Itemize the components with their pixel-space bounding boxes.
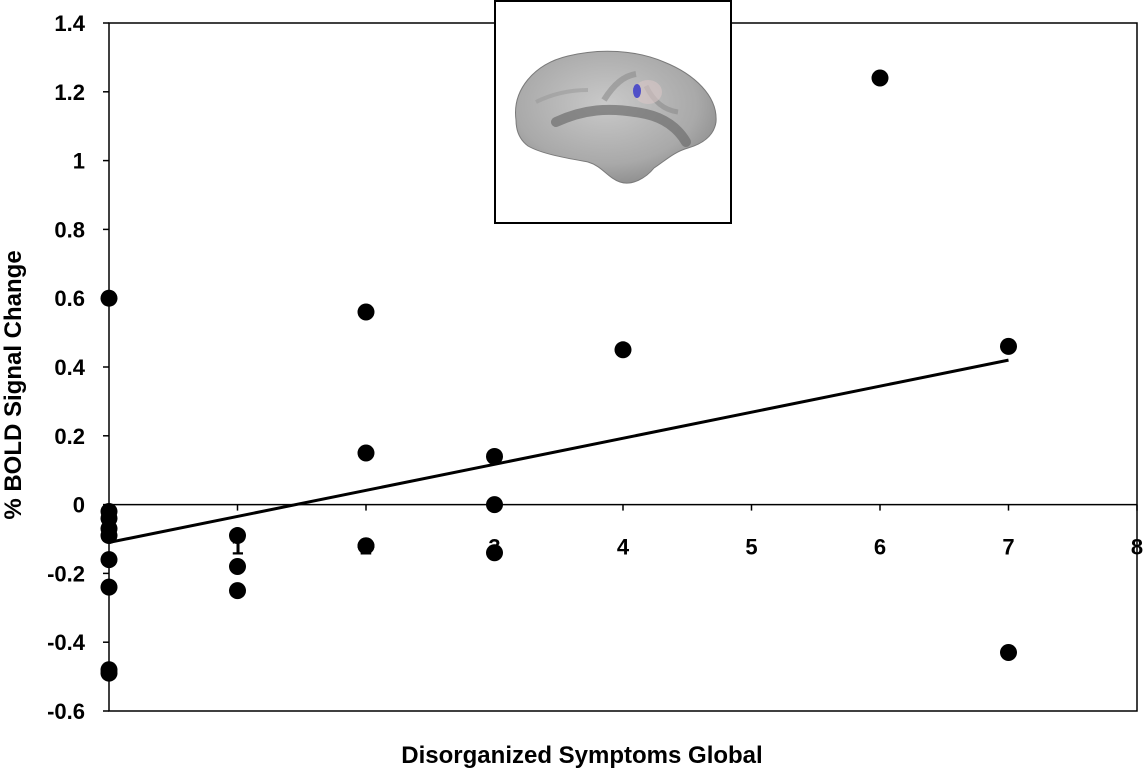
data-point [871,69,889,87]
data-point [357,303,375,321]
tick-labels: -0.6-0.4-0.200.20.40.60.811.21.412345678 [47,11,1143,724]
activation-highlight [633,84,641,98]
data-point [100,664,118,682]
x-tick-label: 6 [874,535,886,560]
axes [103,22,1138,712]
y-tick-label: 1.4 [54,11,85,36]
data-point [100,578,118,596]
data-point [100,527,118,545]
trend-line [108,358,1009,544]
y-tick-label: 0.2 [54,424,85,449]
y-axis-title: % BOLD Signal Change [0,250,27,519]
y-tick-label: 0.4 [54,355,85,380]
y-tick-label: -0.6 [47,699,85,724]
x-tick-label: 7 [1002,535,1014,560]
y-tick-label: 0.6 [54,286,85,311]
data-point [229,582,246,600]
data-point [100,289,118,307]
data-point [357,444,375,462]
y-tick-label: -0.2 [47,561,85,586]
data-point [229,527,246,545]
data-point [486,544,503,562]
y-tick-label: 1.2 [54,80,85,105]
data-points [100,69,1017,682]
x-tick-label: 4 [617,535,630,560]
data-point [486,447,503,465]
brain-inset [494,0,732,224]
y-tick-label: 1 [73,149,85,174]
data-point [100,551,118,569]
data-point [614,341,632,359]
data-point [1000,337,1017,355]
brain-render-image [515,50,717,184]
y-tick-label: 0 [73,493,85,518]
x-axis-title: Disorganized Symptoms Global [401,742,762,769]
x-tick-label: 5 [745,535,757,560]
data-point [486,496,503,514]
y-tick-label: -0.4 [47,630,86,655]
y-tick-label: 0.8 [54,217,85,242]
data-point [1000,644,1017,662]
data-point [357,537,375,555]
x-tick-label: 8 [1131,535,1143,560]
data-point [229,558,246,576]
